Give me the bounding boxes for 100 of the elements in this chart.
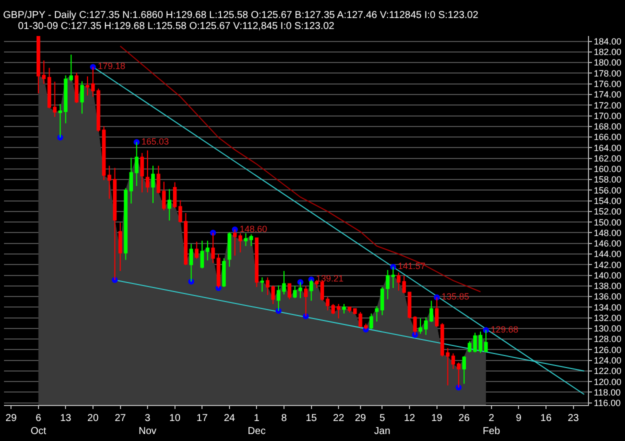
- y-tick-label: 150.00: [594, 217, 622, 228]
- data-label: 148.60: [240, 224, 268, 234]
- candlestick: [238, 232, 242, 253]
- y-tick-label: 134.00: [594, 302, 622, 312]
- y-tick-label: 148.00: [594, 228, 622, 238]
- x-tick-label: 29: [6, 413, 18, 424]
- y-tick-label: 132.00: [594, 312, 622, 323]
- y-tick-label: 126.00: [594, 344, 622, 355]
- x-tick-label: 8: [281, 413, 288, 424]
- candlestick: [80, 80, 84, 114]
- y-tick-label: 120.00: [594, 376, 622, 387]
- y-tick-label: 140.00: [594, 270, 622, 280]
- candlestick: [326, 296, 330, 311]
- candlestick: [288, 282, 292, 300]
- candlestick: [249, 234, 254, 247]
- x-tick-label: 2 Feb: [482, 413, 500, 437]
- y-tick-label: 124.00: [594, 355, 622, 366]
- y-tick-label: 142.00: [594, 260, 622, 270]
- data-label: 165.03: [141, 136, 169, 146]
- x-tick-label: 19: [431, 413, 443, 424]
- x-tick-label: 15: [306, 413, 318, 424]
- candlestick: [451, 352, 456, 370]
- x-tick-label: 3 Nov: [138, 413, 156, 437]
- x-tick-label: 12: [404, 413, 416, 424]
- y-tick-label: 156.00: [594, 185, 622, 196]
- y-tick-label: 158.00: [594, 174, 622, 185]
- x-tick-label: 6 Oct: [30, 413, 46, 437]
- data-label: 139.21: [316, 274, 344, 284]
- candlestick: [194, 241, 198, 260]
- candlestick: [342, 303, 346, 314]
- y-tick-label: 154.00: [594, 196, 622, 206]
- y-tick-label: 184.00: [594, 36, 622, 46]
- candlestick: [446, 348, 450, 386]
- candlestick: [228, 232, 232, 268]
- candlestick: [118, 222, 122, 272]
- y-tick-label: 152.00: [594, 206, 622, 217]
- candlestick: [151, 165, 155, 204]
- candlestick: [124, 188, 128, 260]
- chart-subtitle: 01-30-09 C:127.35 H:129.68 L:125.58 O:125.67 V:112,845 I:0 S:123.02: [18, 21, 335, 32]
- x-tick-label: 17: [196, 413, 208, 424]
- y-tick-label: 128.00: [594, 334, 622, 344]
- y-tick-label: 144.00: [594, 249, 622, 260]
- y-tick-label: 146.00: [594, 238, 622, 249]
- x-tick-label: 26: [458, 413, 470, 424]
- y-tick-label: 136.00: [594, 292, 622, 302]
- y-tick-label: 116.00: [594, 398, 621, 408]
- y-tick-label: 162.00: [594, 153, 622, 164]
- candlestick: [168, 188, 172, 221]
- x-tick-label: 23: [568, 413, 580, 424]
- candlestick: [36, 36, 40, 94]
- x-tick-label: 10: [169, 413, 181, 424]
- candlestick: [108, 165, 112, 200]
- y-tick-label: 182.00: [594, 47, 622, 58]
- candlestick: [440, 322, 444, 358]
- y-tick-label: 166.00: [594, 132, 622, 142]
- y-tick-label: 178.00: [594, 68, 622, 78]
- candlestick: [69, 54, 73, 82]
- candlestick: [386, 269, 390, 300]
- y-tick-label: 122.00: [594, 366, 622, 376]
- chart-title: GBP/JPY - Daily C:127.35 N:1.6860 H:129.68 L:125.58 O:125.67 B:127.35 A:127.46 V:112845 I:0 S:123.02: [3, 10, 479, 22]
- x-tick-label: 24: [224, 413, 236, 424]
- y-tick-label: 168.00: [594, 122, 622, 132]
- candlestick: [173, 182, 177, 209]
- x-tick-label: 22: [333, 413, 345, 424]
- y-tick-label: 170.00: [594, 110, 622, 121]
- x-tick-label: 1 Dec: [248, 413, 266, 437]
- x-tick-label: 5 Jan: [374, 413, 390, 437]
- candlestick: [42, 60, 46, 84]
- y-tick-label: 138.00: [594, 281, 622, 292]
- data-label: 141.57: [398, 261, 426, 272]
- candlestick: [222, 258, 226, 288]
- data-label: 135.85: [442, 292, 470, 302]
- candlestick: [462, 356, 466, 384]
- candlestick: [430, 300, 434, 323]
- y-tick-label: 160.00: [594, 164, 622, 174]
- y-tick-label: 176.00: [594, 79, 622, 89]
- candlestick: [52, 81, 57, 118]
- candlestick: [140, 152, 144, 193]
- data-label: 129.68: [490, 324, 518, 334]
- y-tick-label: 180.00: [594, 58, 622, 68]
- candlestick: [47, 67, 52, 109]
- x-tick-label: 20: [87, 413, 99, 424]
- candlestick: [260, 276, 264, 292]
- candlestick: [146, 150, 150, 193]
- candlestick: [129, 157, 134, 204]
- candlestick: [254, 237, 259, 288]
- candlestick: [374, 306, 379, 322]
- x-tick-label: 9: [516, 413, 522, 424]
- data-label: 179.18: [98, 61, 126, 72]
- candlestick: [64, 74, 68, 124]
- x-tick-label: 27: [114, 413, 126, 424]
- x-tick-label: 13: [60, 413, 72, 424]
- y-tick-label: 174.00: [594, 90, 622, 100]
- y-tick-label: 118.00: [594, 387, 621, 398]
- candlestick: [244, 232, 248, 247]
- x-tick-label: 16: [540, 413, 552, 424]
- candlestick: [74, 72, 78, 104]
- candlestick: [178, 200, 182, 224]
- x-tick-label: 29: [354, 413, 366, 424]
- y-tick-label: 172.00: [594, 100, 622, 110]
